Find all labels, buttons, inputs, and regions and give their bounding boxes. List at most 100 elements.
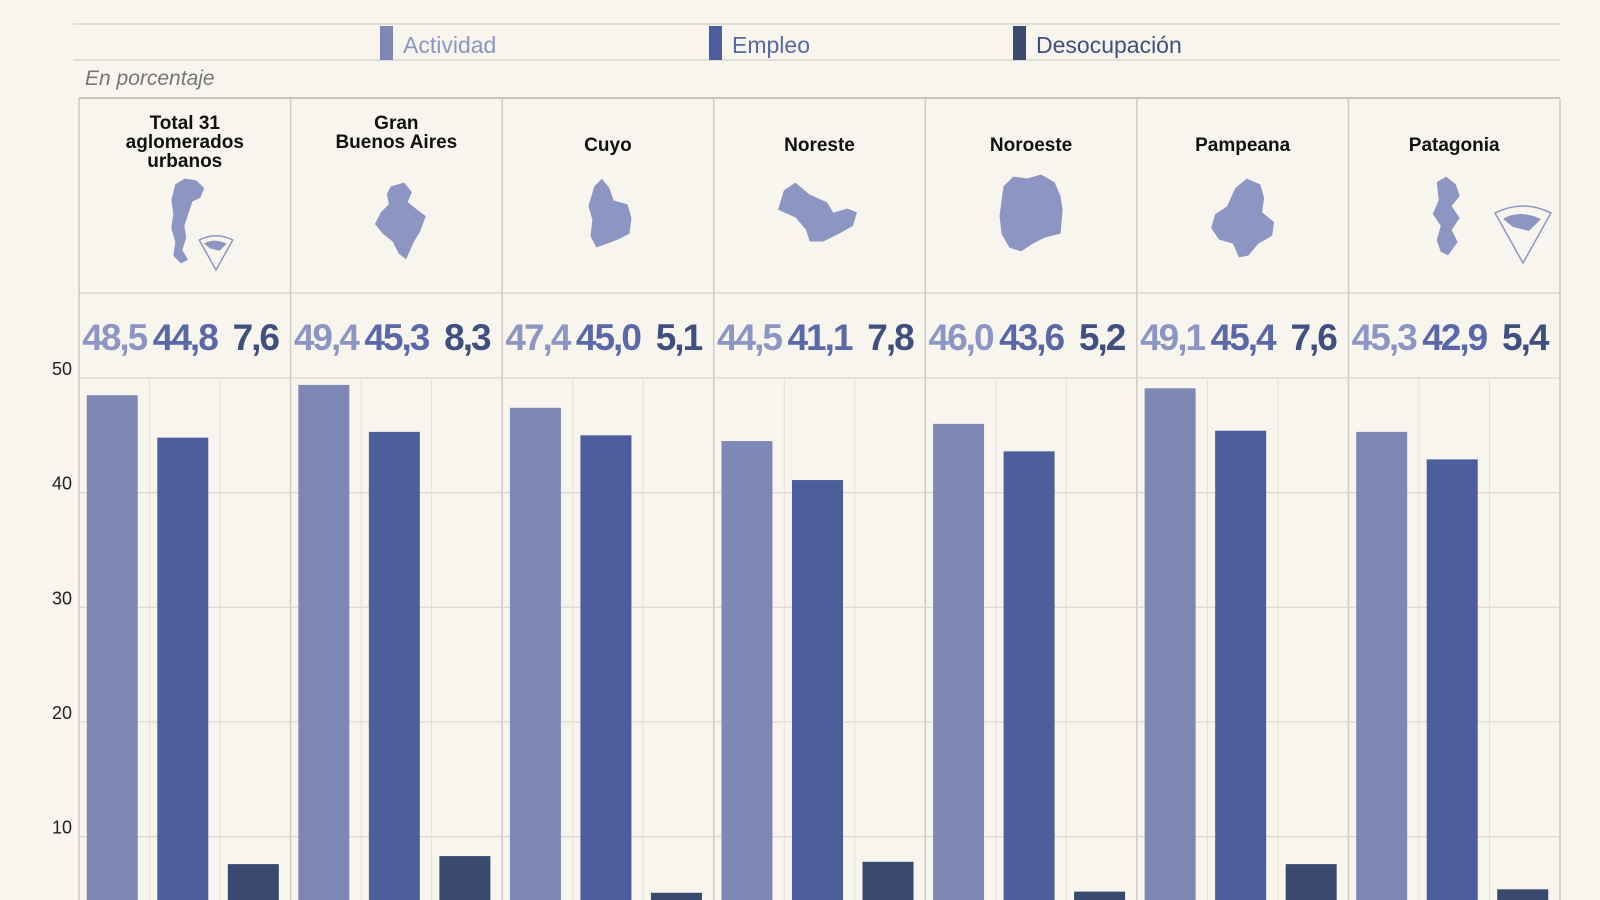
bar-actividad [298,384,350,900]
bar-actividad [1144,388,1196,900]
region-map-shape [1431,175,1461,257]
bar-empleo [580,435,632,900]
bar-actividad [1356,431,1408,900]
bar-empleo [368,431,420,900]
region-map-shape [373,181,427,261]
region-map-shape [1210,177,1276,259]
region-map-icon [1431,175,1461,257]
region-map-icon [373,181,427,261]
y-axis-ticks: 10 20 30 40 50 [52,359,72,838]
legend-label: Desocupación [1036,32,1182,58]
region-name: Patagonia [1409,135,1500,156]
region-name-line: aglomerados [126,132,244,153]
region-map-icon [776,181,859,243]
region-name-line: Gran [374,113,418,134]
region-name: Pampeana [1195,135,1290,156]
value-label: 7,6 [233,317,280,358]
value-label: 47,4 [505,317,571,358]
value-label: 45,3 [1352,317,1417,358]
value-label: 5,4 [1502,317,1550,358]
antarctica-inset-icon [1493,205,1553,265]
unit-label: En porcentaje [85,67,215,90]
region-name-line: Noroeste [990,135,1072,156]
y-tick-label: 10 [52,818,72,838]
value-label: 41,1 [787,317,852,358]
region-name-line: Cuyo [584,135,632,156]
value-label: 43,6 [999,317,1064,358]
value-label: 45,4 [1211,317,1277,358]
value-label: 49,1 [1140,317,1205,358]
legend-label: Empleo [732,32,810,58]
y-tick-label: 20 [52,703,72,723]
panel-frame [78,97,1561,900]
value-label: 5,1 [656,317,703,358]
legend-item-actividad: Actividad [380,26,496,60]
legend-swatch [1013,26,1026,60]
region-name-line: Buenos Aires [335,132,457,153]
region-name: Cuyo [584,135,632,156]
region-map-shape [170,177,206,265]
antarctica-inset-icon [198,235,234,272]
value-label: 7,6 [1290,317,1337,358]
region-name-line: Total 31 [150,113,221,134]
legend-item-empleo: Empleo [709,26,810,60]
bar-empleo [1426,459,1478,900]
bar-desocupación [439,856,491,900]
region-map-icon [998,173,1064,253]
value-label: 7,8 [867,317,914,358]
region-name: Noroeste [990,135,1072,156]
region-maps [170,173,1553,272]
value-label: 44,5 [717,317,782,358]
bar-empleo [157,437,209,900]
value-label: 44,8 [153,317,218,358]
bar-desocupación [862,861,914,900]
bar-actividad [86,395,138,900]
region-map-shape [587,177,633,249]
bar-empleo [792,480,843,900]
antarctica-shape [204,240,227,251]
region-name-line: urbanos [147,151,222,172]
region-map-shape [998,173,1064,253]
region-map-icon [170,177,206,265]
y-tick-label: 40 [52,474,72,494]
bar-actividad [933,423,985,900]
legend-item-desocupación: Desocupación [1013,26,1182,60]
bar-desocupación [227,864,279,900]
region-map-icon [587,177,633,249]
legend-swatch [709,26,722,60]
value-label: 49,4 [294,317,360,358]
antarctica-outline [198,235,234,272]
bar-desocupación [1285,864,1337,900]
value-label: 48,5 [82,317,147,358]
value-label: 45,0 [576,317,641,358]
region-name-line: Noreste [784,135,855,156]
value-label: 5,2 [1079,317,1126,358]
region-map-shape [776,181,859,243]
legend: Actividad Empleo Desocupación [380,26,1182,60]
antarctica-outline [1493,205,1553,265]
bar-empleo [1003,451,1055,900]
bars [86,384,1549,900]
region-name-line: Patagonia [1409,135,1500,156]
region-map-icon [1210,177,1276,259]
legend-swatch [380,26,393,60]
bar-desocupación [1074,891,1126,900]
value-label: 45,3 [364,317,429,358]
bar-empleo [1215,430,1267,900]
value-labels: 48,5 44,8 7,6 49,4 45,3 8,3 47,4 45,0 5,1 44,5 41,… [82,317,1552,358]
value-label: 42,9 [1422,317,1487,358]
antarctica-shape [1503,214,1541,231]
bar-desocupación [650,892,702,900]
region-name: Noreste [784,135,855,156]
legend-label: Actividad [403,32,496,58]
value-label: 46,0 [929,317,994,358]
bar-desocupación [1497,889,1549,900]
bar-actividad [509,407,561,900]
y-tick-label: 30 [52,588,72,608]
y-tick-label: 50 [52,359,72,379]
region-name-line: Pampeana [1195,135,1290,156]
